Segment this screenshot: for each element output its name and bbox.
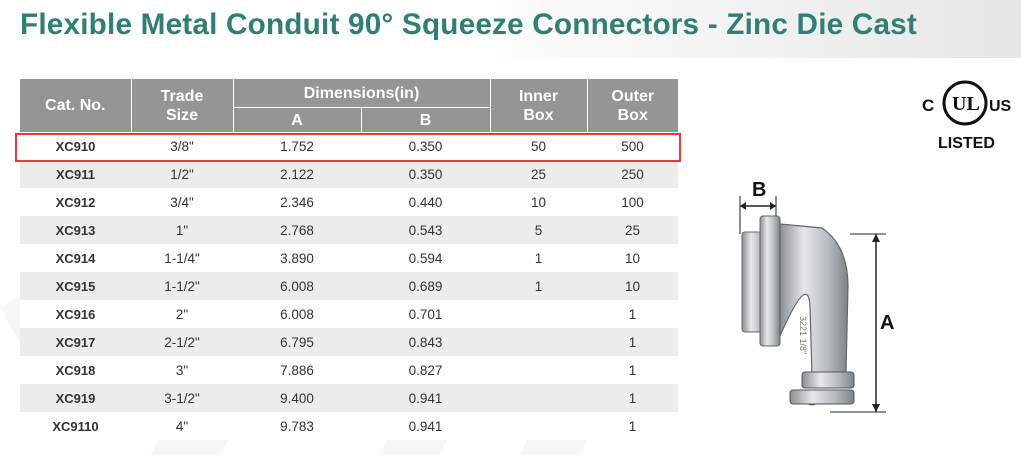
cell-trade-size: 2" bbox=[131, 300, 233, 328]
cell-trade-size: 1-1/2" bbox=[131, 272, 233, 300]
cell-outer-box: 100 bbox=[587, 188, 678, 216]
cell-inner-box: 1 bbox=[490, 272, 587, 300]
cell-dim-b: 0.941 bbox=[361, 412, 490, 440]
table-row: XC911 1/2" 2.122 0.350 25 250 bbox=[20, 160, 678, 188]
col-header-dim-b: B bbox=[361, 107, 491, 132]
cell-outer-box: 1 bbox=[587, 328, 678, 356]
table-row: XC918 3" 7.886 0.827 1 bbox=[20, 356, 678, 384]
cell-outer-box: 1 bbox=[587, 356, 678, 384]
col-header-trade-size: Trade Size bbox=[131, 79, 234, 132]
cell-trade-size: 1-1/4" bbox=[131, 244, 233, 272]
table-row: XC919 3-1/2" 9.400 0.941 1 bbox=[20, 384, 678, 412]
cell-cat-no: XC9110 bbox=[20, 412, 131, 440]
cell-dim-b: 0.350 bbox=[361, 132, 490, 160]
cell-dim-b: 0.827 bbox=[361, 356, 490, 384]
cell-trade-size: 3/8" bbox=[131, 132, 233, 160]
cell-dim-b: 0.594 bbox=[361, 244, 490, 272]
cell-dim-a: 6.008 bbox=[233, 300, 361, 328]
casting-stamp: 3221 1/8" bbox=[798, 316, 808, 354]
cell-dim-a: 1.752 bbox=[233, 132, 361, 160]
cell-trade-size: 2-1/2" bbox=[131, 328, 233, 356]
cell-cat-no: XC919 bbox=[20, 384, 131, 412]
cell-outer-box: 10 bbox=[587, 272, 678, 300]
cell-cat-no: XC911 bbox=[20, 160, 131, 188]
col-header-cat-no: Cat. No. bbox=[20, 79, 132, 132]
cell-dim-a: 2.346 bbox=[233, 188, 361, 216]
cell-outer-box: 500 bbox=[587, 132, 678, 160]
cell-cat-no: XC912 bbox=[20, 188, 131, 216]
table-row: XC910 3/8" 1.752 0.350 50 500 bbox=[20, 132, 678, 160]
cell-inner-box bbox=[490, 300, 587, 328]
ul-us-mark: US bbox=[989, 98, 1012, 115]
cell-dim-a: 2.768 bbox=[233, 216, 361, 244]
cell-dim-a: 7.886 bbox=[233, 356, 361, 384]
cell-cat-no: XC913 bbox=[20, 216, 131, 244]
cell-outer-box: 1 bbox=[587, 384, 678, 412]
cell-trade-size: 4" bbox=[131, 412, 233, 440]
cell-dim-a: 9.400 bbox=[233, 384, 361, 412]
table-row: XC914 1-1/4" 3.890 0.594 1 10 bbox=[20, 244, 678, 272]
dim-a-label: A bbox=[880, 312, 894, 334]
cell-cat-no: XC914 bbox=[20, 244, 131, 272]
cell-cat-no: XC916 bbox=[20, 300, 131, 328]
cell-trade-size: 1/2" bbox=[131, 160, 233, 188]
ul-listed-text: LISTED bbox=[938, 135, 995, 152]
cell-dim-b: 0.440 bbox=[361, 188, 490, 216]
cell-inner-box bbox=[490, 328, 587, 356]
cell-inner-box: 1 bbox=[490, 244, 587, 272]
cell-inner-box: 5 bbox=[490, 216, 587, 244]
ul-c-mark: C bbox=[922, 96, 934, 115]
dim-b-label: B bbox=[752, 179, 766, 201]
cell-inner-box bbox=[490, 384, 587, 412]
col-header-dim-a: A bbox=[233, 107, 362, 132]
cell-outer-box: 25 bbox=[587, 216, 678, 244]
cell-trade-size: 3-1/2" bbox=[131, 384, 233, 412]
cell-dim-a: 2.122 bbox=[233, 160, 361, 188]
cell-dim-b: 0.350 bbox=[361, 160, 490, 188]
table-row: XC916 2" 6.008 0.701 1 bbox=[20, 300, 678, 328]
cell-trade-size: 3" bbox=[131, 356, 233, 384]
cell-dim-a: 6.795 bbox=[233, 328, 361, 356]
table-row: XC913 1" 2.768 0.543 5 25 bbox=[20, 216, 678, 244]
cell-cat-no: XC915 bbox=[20, 272, 131, 300]
cell-outer-box: 10 bbox=[587, 244, 678, 272]
cell-outer-box: 1 bbox=[587, 412, 678, 440]
cell-dim-a: 6.008 bbox=[233, 272, 361, 300]
cell-cat-no: XC910 bbox=[20, 132, 131, 160]
cell-trade-size: 1" bbox=[131, 216, 233, 244]
cell-dim-b: 0.701 bbox=[361, 300, 490, 328]
page-title: Flexible Metal Conduit 90° Squeeze Conne… bbox=[20, 8, 917, 41]
table-row: XC915 1-1/2" 6.008 0.689 1 10 bbox=[20, 272, 678, 300]
connector-illustration: B A 3221 1/8" bbox=[739, 179, 894, 413]
cell-inner-box bbox=[490, 412, 587, 440]
cell-outer-box: 1 bbox=[587, 300, 678, 328]
cell-inner-box: 25 bbox=[490, 160, 587, 188]
cell-cat-no: XC918 bbox=[20, 356, 131, 384]
elbow-body bbox=[779, 223, 849, 377]
cell-dim-b: 0.843 bbox=[361, 328, 490, 356]
cell-dim-a: 9.783 bbox=[233, 412, 361, 440]
table-row: XC9110 4" 9.783 0.941 1 bbox=[20, 412, 678, 440]
cell-cat-no: XC917 bbox=[20, 328, 131, 356]
cell-outer-box: 250 bbox=[587, 160, 678, 188]
col-header-dimensions: Dimensions(in) bbox=[233, 79, 491, 108]
ul-letters: UL bbox=[952, 93, 980, 115]
cell-dim-b: 0.689 bbox=[361, 272, 490, 300]
title-band bbox=[0, 0, 1021, 58]
cell-dim-b: 0.543 bbox=[361, 216, 490, 244]
ul-circle bbox=[942, 80, 988, 126]
cell-dim-b: 0.941 bbox=[361, 384, 490, 412]
locknut bbox=[759, 215, 781, 347]
table-row: XC917 2-1/2" 6.795 0.843 1 bbox=[20, 328, 678, 356]
cell-trade-size: 3/4" bbox=[131, 188, 233, 216]
cell-dim-a: 3.890 bbox=[233, 244, 361, 272]
cell-inner-box: 10 bbox=[490, 188, 587, 216]
cell-inner-box: 50 bbox=[490, 132, 587, 160]
col-header-inner-box: Inner Box bbox=[490, 79, 588, 132]
table-row: XC912 3/4" 2.346 0.440 10 100 bbox=[20, 188, 678, 216]
ul-listed-logo: C UL US LISTED bbox=[922, 80, 1012, 152]
col-header-outer-box: Outer Box bbox=[587, 79, 678, 132]
cell-inner-box bbox=[490, 356, 587, 384]
spec-table: Cat. No. Trade Size Dimensions(in) Inner B… bbox=[20, 79, 678, 440]
